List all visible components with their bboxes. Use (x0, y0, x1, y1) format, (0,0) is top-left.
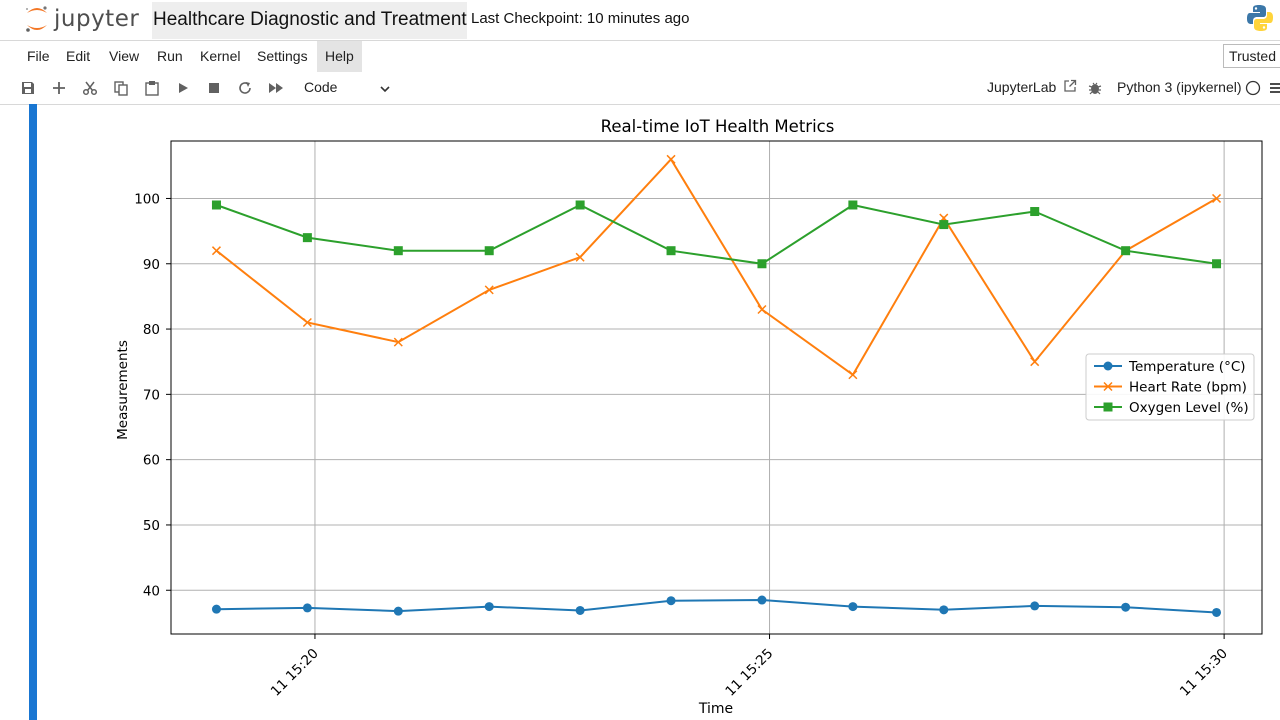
data-point (1212, 607, 1222, 617)
jupyter-logo[interactable]: jupyter (24, 2, 139, 36)
external-link-icon (1064, 79, 1077, 92)
data-point (666, 154, 676, 164)
legend-label: Oxygen Level (%) (1129, 400, 1249, 416)
jupyterlab-link[interactable]: JupyterLab (987, 79, 1077, 95)
data-point (393, 606, 403, 616)
add-cell-icon[interactable] (51, 80, 67, 96)
data-point (393, 337, 403, 347)
data-point (302, 233, 312, 243)
y-tick-label: 50 (143, 518, 160, 534)
x-tick-label: 11 15:30 (1177, 646, 1231, 700)
data-point (575, 252, 585, 262)
notebook-title[interactable]: Healthcare Diagnostic and Treatment (152, 2, 467, 39)
legend-marker (1103, 381, 1113, 392)
paste-icon[interactable] (144, 80, 160, 96)
data-point (939, 220, 949, 230)
menu-bar: File Edit View Run Kernel Settings Help … (0, 40, 1280, 73)
data-point (666, 246, 676, 256)
copy-icon[interactable] (113, 80, 129, 96)
data-point (1030, 601, 1040, 611)
x-tick-label: 11 15:20 (268, 646, 322, 700)
plot-frame (170, 140, 1263, 635)
menu-help[interactable]: Help (317, 41, 362, 72)
data-point (1212, 193, 1222, 203)
series-line (215, 157, 1217, 377)
data-point (848, 370, 858, 380)
data-point (302, 317, 312, 328)
menu-edit[interactable]: Edit (66, 48, 91, 64)
restart-icon[interactable] (237, 80, 253, 96)
y-tick-label: 70 (143, 387, 160, 403)
y-tick-label: 80 (143, 322, 160, 338)
save-icon[interactable] (20, 80, 36, 96)
y-tick-label: 90 (143, 257, 160, 273)
data-point (757, 304, 767, 314)
notebook-toolbar: Code JupyterLab Python 3 (ipykernel) (0, 72, 1280, 105)
data-point (211, 604, 221, 614)
data-point (1030, 357, 1040, 367)
data-point (848, 200, 858, 210)
x-tick-label: 11 15:25 (722, 646, 776, 700)
series-line (216, 203, 1217, 265)
menu-run[interactable]: Run (157, 48, 183, 64)
health-metrics-chart: 40 50 60 70 80 90 100 11 15:20 11 15:25 11 15:30 R… (115, 117, 1263, 717)
data-point (1030, 207, 1040, 217)
jupyterlab-label: JupyterLab (987, 79, 1057, 95)
python-logo-icon (1246, 3, 1274, 38)
x-axis-label: Time (698, 701, 733, 717)
y-axis-label: Measurements (115, 340, 131, 440)
jupyter-logo-text: jupyter (54, 6, 140, 32)
legend-marker (1103, 361, 1113, 371)
menu-view[interactable]: View (109, 48, 140, 64)
menu-settings[interactable]: Settings (257, 48, 308, 64)
data-point (575, 605, 585, 615)
data-point (302, 603, 312, 613)
debugger-bug-icon[interactable] (1087, 80, 1103, 96)
stop-icon[interactable] (206, 80, 222, 96)
data-point (211, 200, 221, 210)
legend-label: Temperature (°C) (1128, 359, 1246, 375)
menu-file[interactable]: File (27, 48, 50, 64)
active-cell-indicator[interactable] (29, 104, 37, 720)
cell-type-select[interactable]: Code (304, 79, 338, 95)
data-point (757, 259, 767, 269)
menu-kernel[interactable]: Kernel (200, 48, 241, 64)
data-point (1121, 602, 1131, 612)
y-tick-label: 60 (143, 453, 160, 469)
cut-icon[interactable] (82, 80, 98, 96)
legend-box (1085, 353, 1255, 421)
checkpoint-status: Last Checkpoint: 10 minutes ago (471, 10, 690, 27)
data-point (1121, 246, 1131, 256)
kernel-name[interactable]: Python 3 (ipykernel) (1117, 79, 1242, 95)
trusted-indicator[interactable]: Trusted (1223, 44, 1280, 68)
y-tick-label: 100 (134, 191, 160, 207)
data-point (575, 200, 585, 210)
data-point (757, 595, 767, 605)
data-point (1212, 259, 1222, 269)
data-point (939, 605, 949, 615)
jupyter-logo-icon (26, 6, 47, 32)
legend-marker (1103, 402, 1113, 412)
legend-label: Heart Rate (bpm) (1129, 380, 1247, 396)
series-line (216, 598, 1217, 614)
data-point (484, 602, 494, 612)
data-point (484, 246, 494, 256)
kernel-status-circle-icon (1245, 80, 1261, 96)
data-point (848, 602, 858, 612)
y-tick-label: 40 (143, 583, 160, 599)
fast-forward-icon[interactable] (268, 80, 284, 96)
chart-title: Real-time IoT Health Metrics (601, 117, 835, 136)
chevron-down-icon[interactable] (379, 80, 391, 96)
run-icon[interactable] (175, 80, 191, 96)
menu-lines-icon[interactable] (1268, 80, 1280, 96)
data-point (484, 285, 494, 295)
data-point (666, 596, 676, 606)
data-point (211, 246, 221, 256)
top-bar: jupyter Healthcare Diagnostic and Treatm… (0, 0, 1280, 40)
data-point (393, 246, 403, 256)
